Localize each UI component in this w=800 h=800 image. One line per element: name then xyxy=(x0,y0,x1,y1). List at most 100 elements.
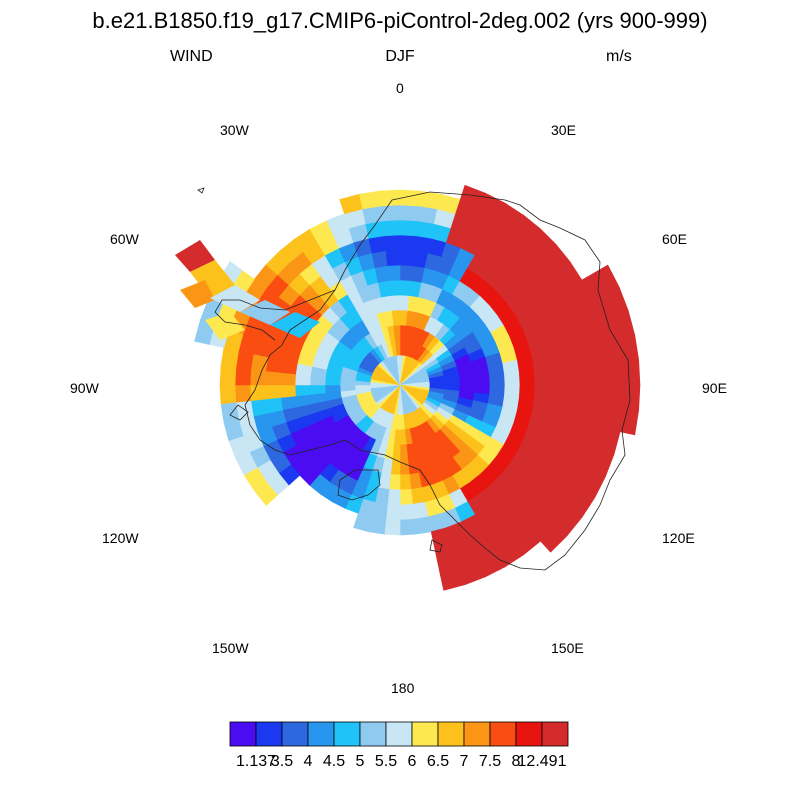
wind-cell xyxy=(383,234,401,252)
colorbar-label: 5 xyxy=(356,753,365,770)
wind-cell xyxy=(385,503,401,521)
lon-label-30e: 30E xyxy=(551,122,576,138)
wind-cell xyxy=(175,240,215,272)
lon-label-0: 0 xyxy=(396,80,404,96)
wind-cell xyxy=(219,384,237,405)
wind-cell xyxy=(399,219,418,237)
lon-label-150w: 150W xyxy=(212,640,249,656)
ice-shelf-outline xyxy=(337,469,381,501)
lon-label-150e: 150E xyxy=(551,640,584,656)
colorbar-label: 7 xyxy=(460,753,469,770)
plot-title: b.e21.B1850.f19_g17.CMIP6-piControl-2deg… xyxy=(92,8,708,33)
lon-label-60e: 60E xyxy=(662,231,687,247)
wind-cell xyxy=(309,384,326,395)
lon-label-180: 180 xyxy=(391,680,415,696)
colorbar-swatch xyxy=(463,721,491,747)
wind-cell xyxy=(359,190,382,210)
colorbar-swatch xyxy=(307,721,335,747)
wind-cell xyxy=(219,365,237,386)
wind-cell xyxy=(619,334,640,362)
peninsula-coastline xyxy=(214,289,336,341)
wind-cell xyxy=(593,362,611,386)
wind-cell xyxy=(399,444,409,461)
wind-cell xyxy=(531,353,550,372)
wind-cell xyxy=(548,384,566,403)
wind-cell xyxy=(353,513,373,533)
wind-cell xyxy=(379,189,401,207)
wind-cell xyxy=(210,285,260,312)
wind-cell xyxy=(399,264,413,281)
lon-label-120e: 120E xyxy=(662,530,695,546)
wind-cell xyxy=(294,384,311,397)
colorbar-swatch xyxy=(229,721,257,747)
colorbar-label: 5.5 xyxy=(375,753,397,770)
wind-cell xyxy=(440,570,466,591)
wind-cell xyxy=(324,384,341,394)
wind-cell xyxy=(249,384,267,402)
island-outline-2 xyxy=(429,539,443,553)
wind-cell xyxy=(368,235,387,254)
season-label: DJF xyxy=(385,48,415,65)
wind-cell xyxy=(623,359,641,386)
wind-cell xyxy=(391,309,401,326)
wind-cell xyxy=(220,347,239,369)
island-outline xyxy=(197,187,205,194)
colorbar-swatch xyxy=(411,721,439,747)
wind-cell xyxy=(220,401,239,423)
wind-cell xyxy=(593,384,611,408)
colorbar-swatch xyxy=(281,721,309,747)
wind-cell xyxy=(385,249,401,267)
wind-cell xyxy=(548,367,566,386)
colorbar-swatch xyxy=(333,721,361,747)
wind-cell xyxy=(578,364,596,386)
variable-label: WIND xyxy=(170,48,213,65)
wind-cell xyxy=(399,518,417,536)
wind-cell xyxy=(578,384,596,406)
colorbar-label: 7.5 xyxy=(479,753,501,770)
colorbar-label: 12.491 xyxy=(518,753,567,770)
wind-cell xyxy=(388,279,401,296)
wind-cell xyxy=(264,384,282,400)
wind-cell xyxy=(264,370,282,386)
wind-cell xyxy=(608,384,626,409)
wind-cell xyxy=(517,356,535,373)
antarctica-coastline xyxy=(244,191,631,571)
wind-cell xyxy=(533,368,551,386)
colorbar-swatch xyxy=(541,721,569,747)
colorbar-label: 8 xyxy=(512,753,521,770)
colorbar-swatch xyxy=(385,721,413,747)
colorbar-swatch xyxy=(359,721,387,747)
wind-cell xyxy=(399,474,412,491)
wind-cell xyxy=(399,234,417,252)
wind-field-cells xyxy=(175,184,641,591)
wind-cell xyxy=(365,220,385,239)
wind-cell xyxy=(474,375,491,386)
wind-cell xyxy=(387,264,401,281)
lon-label-120w: 120W xyxy=(102,530,139,546)
colorbar-label: 3.5 xyxy=(271,753,293,770)
wind-cell xyxy=(234,367,252,386)
wind-cell xyxy=(387,489,401,506)
wind-cell xyxy=(205,312,245,340)
wind-cell xyxy=(399,489,413,506)
wind-cell xyxy=(380,204,401,222)
wind-cell xyxy=(533,384,551,402)
lon-label-90w: 90W xyxy=(70,380,99,396)
wind-cell xyxy=(240,300,290,325)
wind-cell xyxy=(399,249,415,267)
coastline xyxy=(197,187,631,571)
lon-label-60w: 60W xyxy=(110,231,139,247)
wind-cell xyxy=(623,384,641,411)
colorbar-label: 4 xyxy=(304,753,313,770)
colorbar-swatch xyxy=(489,721,517,747)
wind-cell xyxy=(399,459,410,476)
wind-cell xyxy=(504,372,521,386)
wind-cell xyxy=(371,250,388,268)
wind-cell xyxy=(504,384,521,398)
wind-cell xyxy=(279,372,296,386)
wind-cell xyxy=(190,260,235,298)
wind-cell xyxy=(279,384,296,398)
wind-cell xyxy=(390,294,401,311)
wind-cell xyxy=(563,384,581,405)
